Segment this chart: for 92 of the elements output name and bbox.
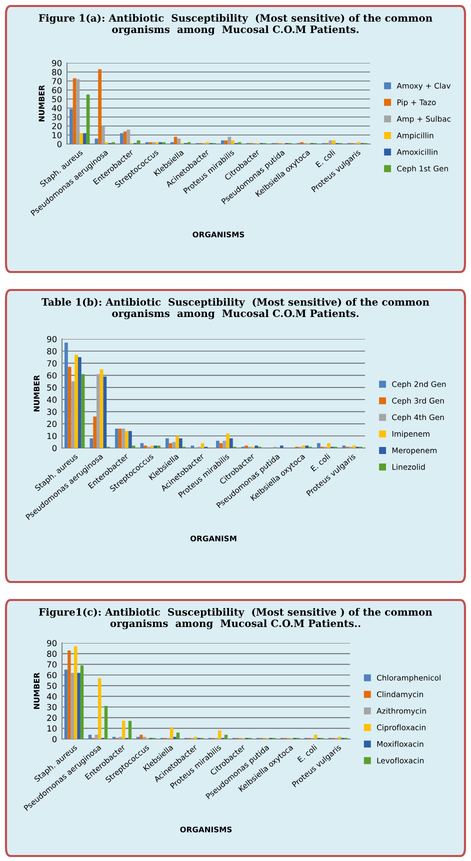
bar (332, 140, 336, 144)
bar (200, 443, 204, 448)
bar (102, 126, 105, 144)
bar (94, 734, 98, 739)
bar (219, 443, 223, 448)
y-tick-label: 90 (47, 640, 57, 646)
y-tick-label: 0 (52, 444, 57, 452)
y-tick-label: 30 (47, 408, 57, 415)
bar (126, 130, 130, 144)
bar (82, 133, 86, 144)
bar (80, 133, 83, 144)
y-tick-label: 20 (47, 420, 57, 428)
y-tick-label: 10 (52, 132, 62, 138)
bar (174, 136, 178, 144)
y-tick-label: 50 (47, 384, 57, 391)
y-tick-label: 80 (47, 650, 57, 657)
bar (229, 438, 233, 448)
y-tick-label: 30 (52, 114, 62, 120)
y-tick-label: 40 (52, 104, 62, 112)
y-tick-label: 60 (52, 86, 62, 94)
bar (64, 342, 68, 448)
bar (224, 140, 228, 144)
y-tick-label: 90 (52, 60, 62, 66)
bar (104, 706, 108, 739)
bar (98, 678, 102, 739)
bar (176, 436, 179, 448)
bar (125, 431, 128, 448)
bar (70, 672, 74, 739)
y-tick-label: 60 (47, 372, 57, 379)
bar (140, 443, 144, 448)
bar (176, 732, 180, 739)
y-tick-label: 30 (47, 704, 57, 710)
bar (226, 433, 230, 448)
bar (74, 354, 78, 448)
bar (221, 140, 224, 144)
bar (98, 69, 102, 144)
bar (128, 431, 132, 448)
bar (216, 440, 220, 448)
y-tick-label: 40 (46, 396, 57, 403)
y-tick-label: 20 (47, 714, 57, 721)
bar (78, 357, 82, 448)
bar (103, 376, 107, 448)
y-tick-label: 0 (57, 140, 62, 148)
chart-title: Figure 1(a): Antibiotic Susceptibility (Most sensitive) of the common organisms among Mucosal C.O.M Patients. (38, 14, 432, 36)
bar (222, 440, 226, 448)
bar (68, 650, 71, 739)
bar (128, 720, 132, 739)
y-tick-label: 50 (47, 682, 57, 689)
bar (178, 438, 182, 448)
bar (140, 734, 143, 739)
bar (70, 108, 73, 144)
y-tick-label: 70 (52, 78, 62, 84)
chart-title: Figure1(c): Antibiotic Susceptibility (Most sensitive ) of the common organisms among Mucosal C.O.M Patients.. (39, 608, 432, 630)
bar (327, 443, 330, 448)
bar (74, 646, 78, 739)
bar (123, 131, 127, 144)
y-tick-label: 10 (47, 432, 57, 440)
y-tick-label: 20 (52, 122, 62, 130)
bar (118, 428, 122, 448)
y-tick-label: 0 (52, 736, 57, 742)
bar (72, 78, 76, 144)
bar (120, 133, 124, 144)
bar (122, 720, 126, 739)
bar (122, 428, 126, 448)
bar (115, 428, 118, 448)
bar (218, 730, 222, 739)
bar (93, 416, 97, 448)
y-tick-label: 10 (47, 725, 57, 732)
bar (94, 138, 98, 144)
bar (64, 670, 68, 739)
chart-title: Table 1(b): Antibiotic Susceptibility (Most sensitive) of the common organisms among Mucosal C.O.M Patients. (42, 298, 430, 320)
bar (317, 443, 320, 448)
y-tick-label: 90 (47, 336, 57, 342)
bar (96, 374, 100, 448)
bar (88, 734, 92, 739)
bar (170, 727, 174, 739)
bar (68, 366, 72, 448)
y-tick-label: 50 (52, 96, 62, 102)
bar (177, 138, 181, 144)
y-tick-label: 80 (52, 68, 62, 76)
y-tick-label: 60 (47, 672, 57, 678)
bar (168, 443, 172, 448)
bar (77, 672, 80, 739)
bar (314, 734, 318, 739)
bar (224, 734, 228, 739)
y-tick-label: 70 (47, 661, 57, 668)
y-tick-label: 40 (46, 693, 57, 700)
y-tick-label: 70 (47, 360, 57, 367)
bar (166, 438, 169, 448)
bar (231, 140, 234, 144)
y-tick-label: 80 (47, 348, 57, 354)
bar (80, 665, 84, 739)
